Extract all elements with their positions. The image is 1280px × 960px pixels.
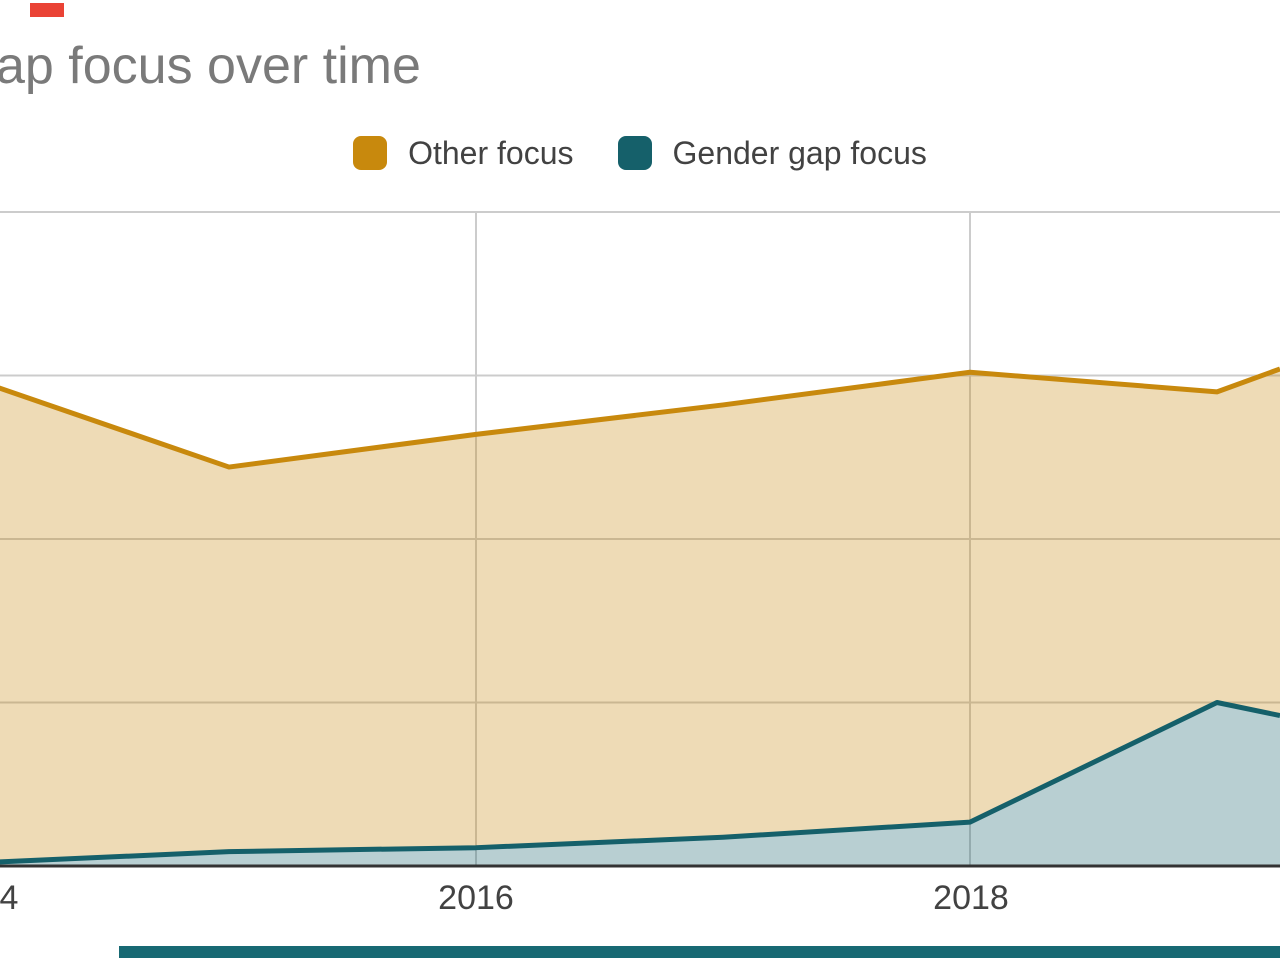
series-line-gender-gap-focus: [0, 700, 1280, 865]
chart-title: ap focus over time: [0, 37, 421, 95]
series-area-other-focus: [0, 368, 1280, 862]
x-axis-tick-label: 2018: [933, 879, 1009, 917]
series-line-other-focus: [0, 366, 1280, 470]
chart-legend: Other focus Gender gap focus: [0, 134, 1280, 172]
x-axis-tick-label: 4: [0, 879, 19, 917]
legend-label: Gender gap focus: [672, 134, 927, 171]
legend-swatch-teal: [617, 136, 652, 170]
legend-item-other-focus: Other focus: [353, 134, 574, 172]
legend-swatch-orange: [353, 136, 388, 170]
legend-label: Other focus: [408, 134, 574, 171]
x-axis-tick-label: 2016: [438, 879, 514, 917]
legend-item-gender-gap-focus: Gender gap focus: [617, 134, 927, 172]
top-edge-red-bar-fragment: [30, 3, 64, 17]
bottom-edge-teal-bar-fragment: [119, 946, 1280, 958]
